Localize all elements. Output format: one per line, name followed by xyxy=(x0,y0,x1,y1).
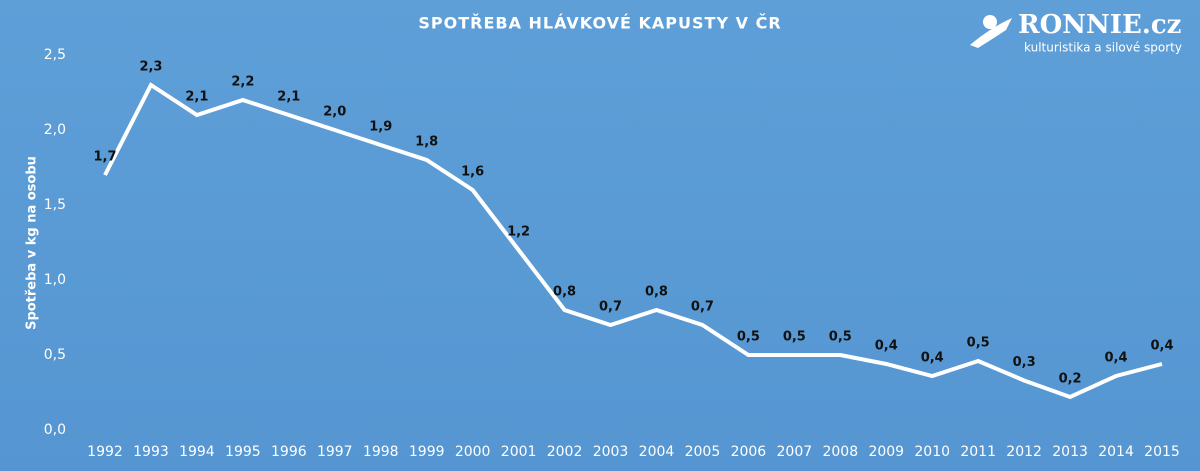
x-tick-label: 1993 xyxy=(133,444,169,460)
x-tick-label: 2012 xyxy=(1006,444,1042,460)
logo: RONNIE.cz kulturistika a silové sporty xyxy=(970,10,1182,55)
data-label: 0,4 xyxy=(875,339,898,354)
data-label: 2,1 xyxy=(185,90,208,105)
x-tick-label: 2011 xyxy=(960,444,996,460)
data-label: 2,3 xyxy=(139,60,162,75)
x-tick-label: 2004 xyxy=(639,444,675,460)
data-label: 2,2 xyxy=(231,75,254,90)
y-tick-label: 2,0 xyxy=(44,122,66,138)
x-tick-label: 1999 xyxy=(409,444,445,460)
x-tick-label: 2003 xyxy=(593,444,629,460)
data-label: 1,6 xyxy=(461,165,484,180)
x-tick-label: 2009 xyxy=(868,444,904,460)
data-label: 0,3 xyxy=(1013,355,1036,370)
data-label: 0,5 xyxy=(967,336,990,351)
x-tick-label: 1992 xyxy=(87,444,123,460)
data-label: 1,2 xyxy=(507,225,530,240)
x-tick-label: 2000 xyxy=(455,444,491,460)
x-tick-label: 2007 xyxy=(777,444,813,460)
logo-icon xyxy=(970,18,1012,48)
data-label: 0,5 xyxy=(783,330,806,345)
y-tick-label: 0,5 xyxy=(44,347,66,363)
data-label: 2,0 xyxy=(323,105,346,120)
data-label: 0,5 xyxy=(737,330,760,345)
x-tick-label: 1994 xyxy=(179,444,215,460)
x-tick-label: 2013 xyxy=(1052,444,1088,460)
data-label: 0,4 xyxy=(1105,351,1128,366)
x-tick-label: 2002 xyxy=(547,444,583,460)
logo-tagline: kulturistika a silové sporty xyxy=(1024,41,1182,55)
data-label: 0,7 xyxy=(599,300,622,315)
data-label: 2,1 xyxy=(277,90,300,105)
logo-name: RONNIE.cz xyxy=(1018,10,1181,40)
y-tick-label: 0,0 xyxy=(44,422,66,438)
y-tick-label: 1,0 xyxy=(44,272,66,288)
x-tick-label: 2006 xyxy=(731,444,767,460)
x-tick-label: 1995 xyxy=(225,444,261,460)
data-label: 0,5 xyxy=(829,330,852,345)
data-label: 0,7 xyxy=(691,300,714,315)
x-tick-label: 2014 xyxy=(1098,444,1134,460)
y-axis-label: Spotřeba v kg na osobu xyxy=(25,156,40,330)
data-label: 0,8 xyxy=(645,285,668,300)
data-label: 0,4 xyxy=(1150,339,1173,354)
data-label: 1,7 xyxy=(93,150,116,165)
x-tick-label: 2005 xyxy=(685,444,721,460)
data-label: 1,9 xyxy=(369,120,392,135)
data-label: 0,2 xyxy=(1059,372,1082,387)
x-tick-label: 2008 xyxy=(822,444,858,460)
data-label: 0,8 xyxy=(553,285,576,300)
x-tick-label: 1997 xyxy=(317,444,353,460)
line xyxy=(103,82,1163,400)
x-tick-label: 2015 xyxy=(1144,444,1180,460)
x-tick-label: 1996 xyxy=(271,444,307,460)
x-tick-label: 2010 xyxy=(914,444,950,460)
chart-title: SPOTŘEBA HLÁVKOVÉ KAPUSTY V ČR xyxy=(418,14,781,33)
y-tick-label: 1,5 xyxy=(44,197,66,213)
data-label: 0,4 xyxy=(921,351,944,366)
x-tick-label: 2001 xyxy=(501,444,537,460)
logo-icon xyxy=(983,15,997,29)
y-tick-label: 2,5 xyxy=(44,47,66,63)
x-tick-label: 1998 xyxy=(363,444,399,460)
data-label: 1,8 xyxy=(415,135,438,150)
